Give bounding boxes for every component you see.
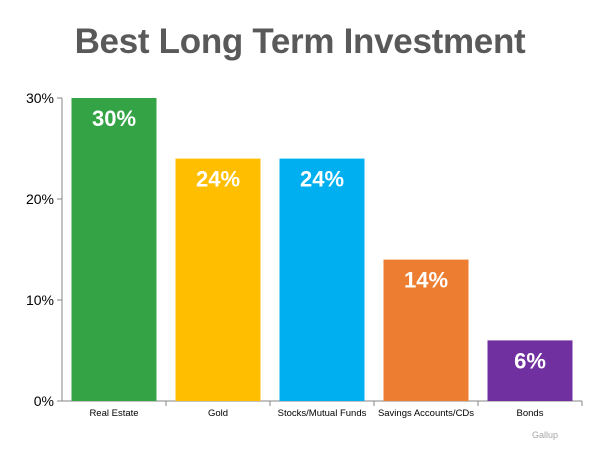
data-label: 24% — [300, 167, 344, 192]
y-tick-label: 30% — [26, 90, 54, 106]
data-label: 24% — [196, 167, 240, 192]
y-axis: 0% 10% 20% 30% — [26, 90, 63, 409]
bar-bonds — [487, 340, 573, 401]
chart-title: Best Long Term Investment — [74, 22, 526, 61]
y-tick-label: 10% — [26, 292, 54, 308]
bar-savings-accounts-cds — [383, 259, 469, 401]
data-label: 14% — [404, 268, 448, 293]
x-axis: Real Estate Gold Stocks/Mutual Funds Saving… — [62, 400, 583, 419]
bar-real-estate — [71, 98, 157, 401]
category-label: Savings Accounts/CDs — [378, 408, 474, 419]
bar-gold — [175, 158, 261, 401]
category-label: Real Estate — [89, 408, 138, 419]
bars — [71, 98, 573, 401]
data-label: 6% — [514, 348, 546, 373]
y-tick-label: 0% — [34, 393, 54, 409]
y-tick-label: 20% — [26, 191, 54, 207]
data-label: 30% — [92, 106, 136, 131]
bar-stocks-mutual-funds — [279, 158, 365, 401]
source-credit: Gallup — [531, 430, 558, 440]
category-label: Bonds — [517, 408, 544, 419]
category-label: Gold — [208, 408, 228, 419]
category-label: Stocks/Mutual Funds — [278, 408, 367, 419]
data-labels: 30% 24% 24% 14% 6% — [92, 106, 546, 373]
